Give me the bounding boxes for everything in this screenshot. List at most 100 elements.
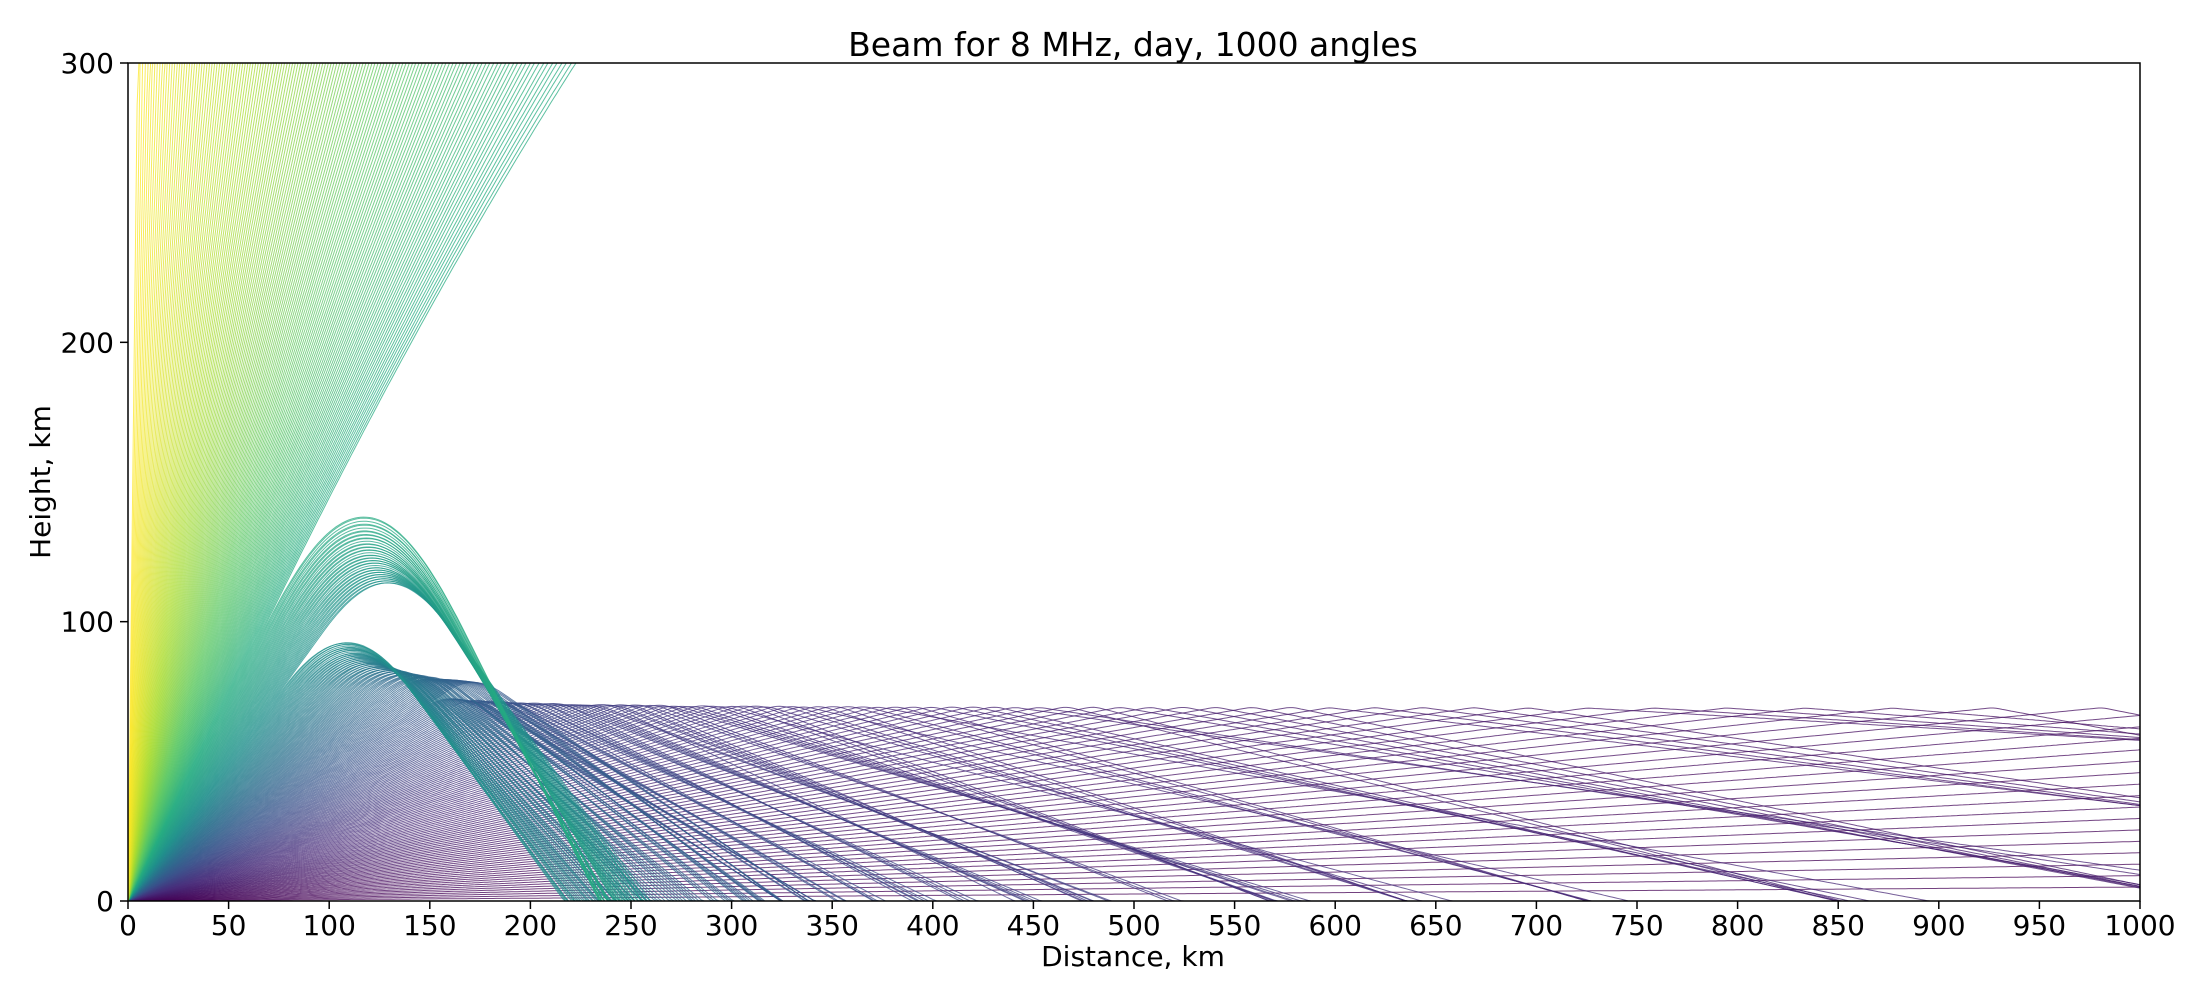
- x-tick-label: 200: [504, 909, 557, 942]
- ray-line: [128, 63, 140, 901]
- ray-line: [128, 863, 2140, 901]
- x-tick-label: 300: [705, 909, 758, 942]
- ray-line: [128, 707, 2140, 901]
- ray-line: [128, 63, 527, 901]
- ray-line: [128, 749, 2140, 901]
- ray-line: [128, 886, 2140, 901]
- x-tick-label: 1000: [2104, 909, 2175, 942]
- ray-line: [128, 63, 499, 901]
- y-axis: 0 100 200 300: [61, 47, 128, 918]
- ray-line: [128, 654, 590, 901]
- ray-line: [128, 706, 1840, 901]
- x-tick-label: 550: [1208, 909, 1261, 942]
- ray-line: [128, 702, 937, 901]
- ray-line: [128, 707, 2140, 901]
- ray-line: [128, 63, 515, 901]
- x-tick-label: 850: [1811, 909, 1864, 942]
- ray-line: [128, 795, 2140, 901]
- ray-line: [128, 653, 584, 901]
- ray-line: [128, 63, 487, 901]
- ray-line: [128, 706, 1930, 901]
- ray-line: [128, 567, 627, 901]
- ray-line: [128, 576, 639, 901]
- y-tick-label: 100: [61, 606, 114, 639]
- ray-line: [128, 63, 458, 901]
- ray-line: [128, 707, 2140, 901]
- ray-line: [128, 707, 2140, 901]
- ray-traces: [128, 63, 2140, 901]
- x-axis-label: Distance, km: [1041, 940, 1225, 973]
- ray-line: [128, 63, 577, 901]
- ray-line: [128, 63, 523, 901]
- ray-line: [128, 63, 532, 901]
- ray-line: [128, 63, 549, 901]
- ray-line: [128, 706, 1408, 901]
- ray-line: [128, 63, 440, 901]
- x-tick-label: 250: [604, 909, 657, 942]
- ray-line: [128, 704, 1094, 901]
- ray-line: [128, 569, 630, 901]
- ray-line: [128, 704, 1043, 901]
- ray-line: [128, 660, 612, 901]
- ray-line: [128, 817, 2140, 901]
- ray-line: [128, 63, 573, 901]
- ray-line: [128, 706, 1589, 901]
- ray-line: [128, 707, 2140, 901]
- ray-line: [128, 707, 2140, 901]
- ray-line: [128, 704, 1113, 901]
- ray-line: [128, 706, 1873, 901]
- ray-line: [128, 63, 503, 901]
- ray-line: [128, 705, 1303, 901]
- ray-line: [128, 63, 554, 901]
- ray-line: [128, 63, 472, 901]
- ray-line: [128, 517, 602, 901]
- ray-line: [128, 63, 519, 901]
- ray-line: [128, 582, 654, 901]
- x-tick-label: 700: [1510, 909, 1563, 942]
- x-axis: 0 50 100 150 200 250 300 350 400 450 500 550 600 650 7…: [119, 901, 2176, 942]
- ray-line: [128, 520, 602, 901]
- ray-line: [128, 63, 495, 901]
- ray-line: [128, 702, 922, 901]
- ray-line: [128, 578, 645, 901]
- ray-line: [128, 704, 1037, 901]
- ray-line: [128, 706, 1589, 901]
- ray-line: [128, 63, 465, 901]
- ray-line: [128, 63, 558, 901]
- ray-line: [128, 63, 567, 901]
- ray-line: [128, 706, 1453, 901]
- ray-line: [128, 552, 615, 901]
- ray-line: [128, 703, 973, 901]
- ray-line: [128, 705, 1278, 901]
- ray-line: [128, 705, 1185, 901]
- ray-line: [128, 840, 2140, 901]
- ray-line: [128, 706, 1852, 901]
- ray-line: [128, 63, 511, 901]
- ray-line: [128, 707, 2140, 901]
- ray-line: [128, 704, 1176, 901]
- x-tick-label: 50: [211, 909, 247, 942]
- ray-line: [128, 707, 2140, 901]
- ray-line: [128, 707, 2140, 901]
- x-tick-label: 600: [1308, 909, 1361, 942]
- ray-line: [128, 772, 2140, 901]
- ray-line: [128, 574, 636, 901]
- ray-line: [128, 63, 480, 901]
- x-tick-label: 650: [1409, 909, 1462, 942]
- ray-line: [128, 706, 1592, 901]
- ray-line: [128, 63, 427, 901]
- ray-line: [128, 707, 2140, 901]
- x-tick-label: 150: [403, 909, 456, 942]
- ray-line: [128, 63, 536, 901]
- chart-title: Beam for 8 MHz, day, 1000 angles: [848, 25, 1418, 64]
- y-tick-label: 300: [61, 47, 114, 80]
- ray-line: [128, 63, 507, 901]
- ray-line: [128, 760, 2140, 901]
- x-tick-label: 350: [805, 909, 858, 942]
- x-tick-label: 500: [1107, 909, 1160, 942]
- x-tick-label: 100: [302, 909, 355, 942]
- ray-line: [128, 63, 461, 901]
- ray-line: [128, 783, 2140, 901]
